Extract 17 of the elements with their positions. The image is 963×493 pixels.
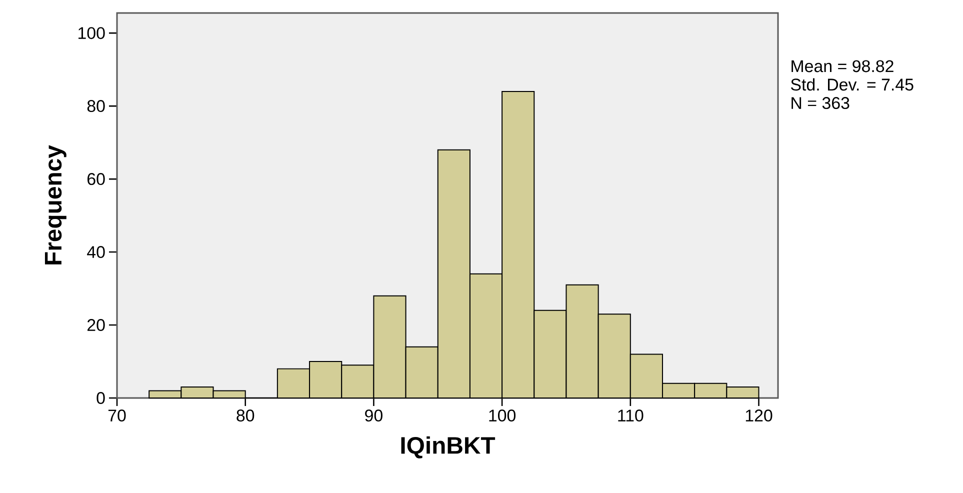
y-tick-label: 20 xyxy=(88,319,105,332)
y-axis-title: Frequency xyxy=(44,145,66,264)
text: Mean = 98.82 xyxy=(792,60,894,72)
y-tick-label: 60 xyxy=(88,173,105,186)
x-tick-label: 120 xyxy=(746,410,772,422)
y-tick-label: 0 xyxy=(96,392,105,404)
text: N = 363 xyxy=(792,97,850,110)
x-tick-label: 80 xyxy=(236,410,254,422)
y-tick-label: 80 xyxy=(87,100,105,112)
text: Std. Dev. = 7.45 xyxy=(790,78,914,91)
x-tick-label: 110 xyxy=(618,410,644,422)
x-tick-label: 70 xyxy=(108,410,126,422)
y-tick-label: 100 xyxy=(78,27,105,40)
x-axis-title: IQinBKT xyxy=(401,436,496,458)
y-tick-label: 40 xyxy=(87,246,105,258)
x-tick-label: 90 xyxy=(365,410,382,422)
x-tick-label: 100 xyxy=(489,410,516,422)
